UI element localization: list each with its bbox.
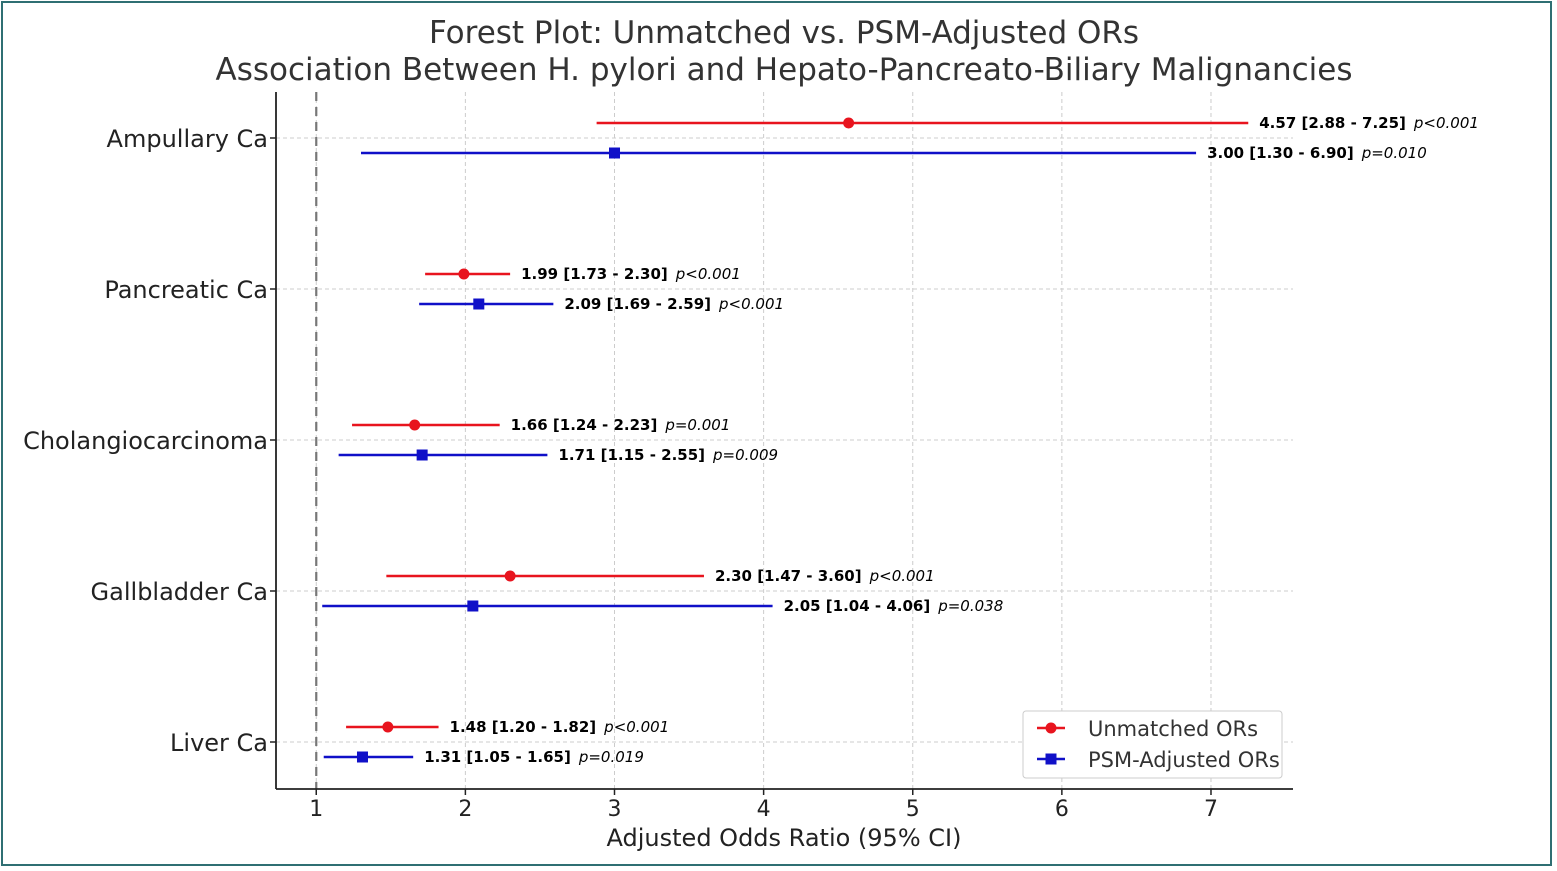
point-estimate-circle (458, 268, 470, 280)
point-estimate-square (473, 298, 485, 310)
x-tick-label: 7 (1204, 797, 1218, 822)
legend-label: PSM-Adjusted ORs (1088, 748, 1280, 772)
data-label: 4.57 [2.88 - 7.25] p<0.001 (1259, 114, 1479, 132)
axes: 1 2 3 4 5 6 7 Ampullary Ca Pancreatic Ca Cholangi… (23, 92, 1293, 822)
data-label: 1.71 [1.15 - 2.55] p=0.009 (558, 446, 778, 464)
x-tick-label: 3 (608, 797, 622, 822)
legend-box (1022, 710, 1283, 779)
category-label: Cholangiocarcinoma (23, 427, 268, 455)
legend-marker-square (1045, 753, 1057, 765)
p-value-text: p=0.019 (578, 748, 644, 766)
point-estimate-square (416, 449, 428, 461)
grid-lines (276, 92, 1293, 789)
estimate-ci-text: 1.31 [1.05 - 1.65] (424, 748, 571, 766)
p-value-text: p<0.001 (675, 265, 741, 283)
p-value-text: p<0.001 (603, 718, 669, 736)
legend-marker-circle (1045, 722, 1057, 734)
estimate-ci-text: 3.00 [1.30 - 6.90] (1207, 144, 1354, 162)
point-estimate-circle (843, 117, 855, 129)
estimate-ci-text: 4.57 [2.88 - 7.25] (1259, 114, 1406, 132)
chart-title: Forest Plot: Unmatched vs. PSM-Adjusted … (429, 15, 1139, 51)
p-value-text: p<0.001 (718, 295, 784, 313)
p-value-text: p=0.009 (712, 446, 778, 464)
category-label: Ampullary Ca (107, 125, 268, 153)
p-value-text: p=0.038 (937, 597, 1003, 615)
point-estimate-circle (382, 721, 394, 733)
category-label: Gallbladder Ca (91, 578, 268, 606)
data-label: 3.00 [1.30 - 6.90] p=0.010 (1207, 144, 1427, 162)
estimate-ci-text: 1.66 [1.24 - 2.23] (511, 416, 658, 434)
legend: Unmatched ORs PSM-Adjusted ORs (1022, 710, 1283, 779)
x-tick-label: 6 (1055, 797, 1069, 822)
data-label: 2.05 [1.04 - 4.06] p=0.038 (784, 597, 1004, 615)
x-axis-label: Adjusted Odds Ratio (95% CI) (607, 824, 962, 852)
point-estimate-circle (504, 570, 516, 582)
point-estimate-square (467, 600, 479, 612)
p-value-text: p=0.010 (1361, 144, 1427, 162)
x-tick-label: 5 (906, 797, 920, 822)
category-label: Liver Ca (170, 729, 268, 757)
estimate-ci-text: 2.09 [1.69 - 2.59] (564, 295, 711, 313)
x-tick-label: 4 (757, 797, 771, 822)
data-label: 1.66 [1.24 - 2.23] p=0.001 (511, 416, 731, 434)
p-value-text: p<0.001 (1413, 114, 1479, 132)
point-estimate-square (356, 751, 368, 763)
data-label: 1.31 [1.05 - 1.65] p=0.019 (424, 748, 644, 766)
data-label: 1.99 [1.73 - 2.30] p<0.001 (521, 265, 741, 283)
estimate-ci-text: 1.99 [1.73 - 2.30] (521, 265, 668, 283)
point-estimate-circle (409, 419, 421, 431)
data-label: 1.48 [1.20 - 1.82] p<0.001 (450, 718, 670, 736)
estimate-ci-text: 1.71 [1.15 - 2.55] (558, 446, 705, 464)
estimate-ci-text: 2.05 [1.04 - 4.06] (784, 597, 931, 615)
p-value-text: p<0.001 (869, 567, 935, 585)
data-label: 2.09 [1.69 - 2.59] p<0.001 (564, 295, 784, 313)
data-label: 2.30 [1.47 - 3.60] p<0.001 (715, 567, 935, 585)
x-tick-label: 2 (458, 797, 472, 822)
estimate-ci-text: 2.30 [1.47 - 3.60] (715, 567, 862, 585)
point-estimate-square (609, 147, 621, 159)
category-label: Pancreatic Ca (104, 276, 268, 304)
x-tick-label: 1 (309, 797, 323, 822)
chart-subtitle: Association Between H. pylori and Hepato… (215, 52, 1352, 88)
estimate-ci-text: 1.48 [1.20 - 1.82] (450, 718, 597, 736)
legend-label: Unmatched ORs (1088, 717, 1258, 741)
p-value-text: p=0.001 (664, 416, 730, 434)
